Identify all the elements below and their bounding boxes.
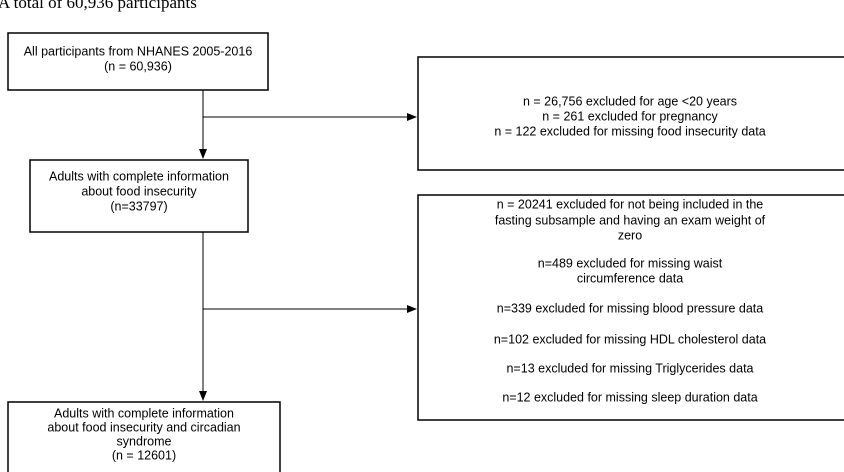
exclusion-text: fasting subsample and having an exam wei… xyxy=(495,213,766,227)
exclusion-text: n=13 excluded for missing Triglycerides … xyxy=(506,361,753,375)
exclusion-text: n = 26,756 excluded for age <20 years xyxy=(523,94,737,108)
node-box xyxy=(7,32,269,91)
exclusion-box xyxy=(417,56,844,171)
exclusion-text: n=489 excluded for missing waist xyxy=(538,256,723,270)
node-text: All participants from NHANES 2005-2016 xyxy=(24,44,253,58)
node-box xyxy=(7,401,281,472)
exclusion-text: n=12 excluded for missing sleep duration… xyxy=(502,390,757,404)
caption: n. A total of 60,936 participants xyxy=(0,0,197,12)
node-text: Adults with complete information xyxy=(49,169,229,183)
exclusion-text: circumference data xyxy=(577,271,683,285)
exclusion-text: n = 20241 excluded for not being include… xyxy=(497,197,764,211)
node-text: Adults with complete information xyxy=(54,406,234,420)
node-text: (n=33797) xyxy=(110,199,167,213)
exclusion-text: zero xyxy=(618,228,642,242)
exclusion-text: n = 261 excluded for pregnancy xyxy=(542,109,718,123)
node-text: (n = 12601) xyxy=(112,448,176,462)
node-box xyxy=(29,159,249,233)
exclusion-text: n=102 excluded for missing HDL cholester… xyxy=(494,332,766,346)
exclusion-text: n = 122 excluded for missing food insecu… xyxy=(494,124,765,138)
node-text: syndrome xyxy=(117,434,172,448)
node-text: (n = 60,936) xyxy=(104,59,172,73)
exclusion-text: n=339 excluded for missing blood pressur… xyxy=(497,301,764,315)
node-text: about food insecurity xyxy=(81,184,197,198)
exclusion-box xyxy=(417,194,844,421)
node-text: about food insecurity and circadian xyxy=(47,420,240,434)
